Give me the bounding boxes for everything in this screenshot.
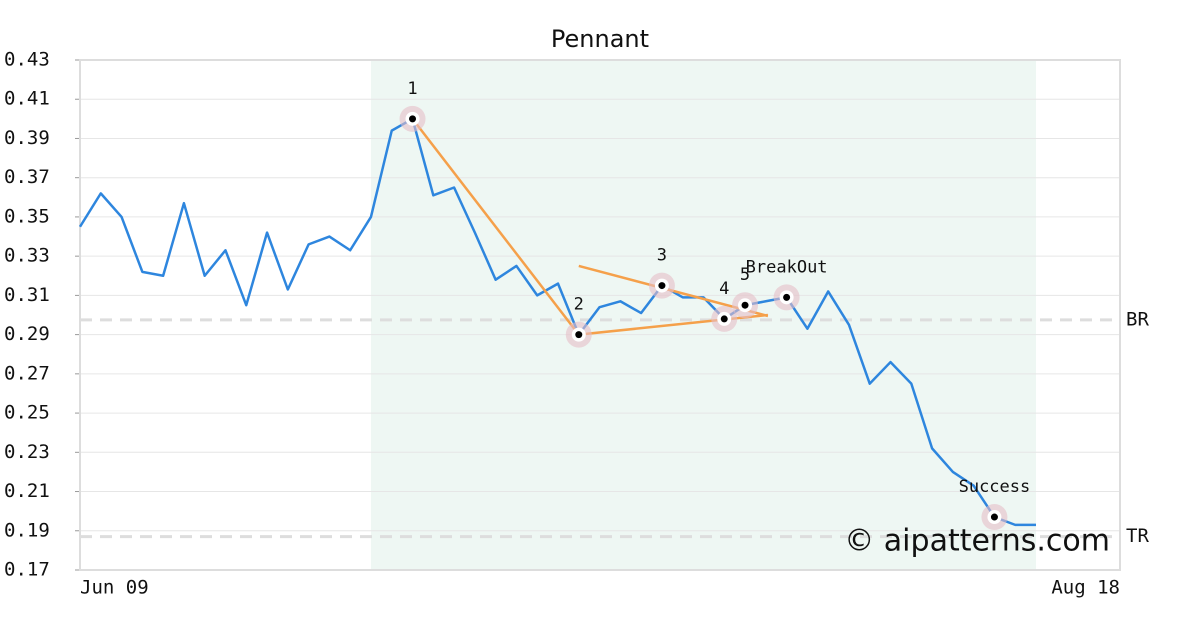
y-tick-label: 0.41 <box>4 88 50 110</box>
y-tick-label: 0.39 <box>4 127 50 149</box>
y-tick-label: 0.31 <box>4 284 50 306</box>
annotation-label: Success <box>959 477 1031 497</box>
annotation-dot <box>409 115 417 123</box>
annotation-label: 5 <box>740 265 750 285</box>
y-tick-label: 0.33 <box>4 245 50 267</box>
annotation-label: BreakOut <box>746 257 828 277</box>
y-tick-label: 0.23 <box>4 441 50 463</box>
y-tick-label: 0.17 <box>4 559 50 581</box>
annotation-label: 3 <box>657 246 667 266</box>
annotation-dot <box>658 282 666 290</box>
annotation-dot <box>783 293 791 301</box>
highlight-band <box>370 60 1036 570</box>
annotation-label: 4 <box>719 279 729 299</box>
y-tick-label: 0.27 <box>4 362 50 384</box>
x-tick-label: Aug 18 <box>1051 577 1120 599</box>
annotation-dot <box>990 513 998 521</box>
plot-frame <box>79 59 1121 571</box>
annotation-dot <box>741 301 749 309</box>
trendline <box>411 118 580 336</box>
y-tick-label: 0.19 <box>4 519 50 541</box>
y-tick-label: 0.35 <box>4 205 50 227</box>
x-tick-label: Jun 09 <box>80 577 149 599</box>
reference-label: TR <box>1126 525 1149 547</box>
series-line <box>78 117 1036 527</box>
reference-label: BR <box>1126 308 1149 330</box>
background-layer <box>80 59 1120 571</box>
annotation-dot <box>720 315 728 323</box>
y-tick-label: 0.29 <box>4 323 50 345</box>
annotation-label: 1 <box>407 79 417 99</box>
y-tick-label: 0.25 <box>4 402 50 424</box>
annotation-label: 2 <box>574 295 584 315</box>
y-tick-label: 0.37 <box>4 166 50 188</box>
watermark: © aipatterns.com <box>844 524 1110 559</box>
annotation-dot <box>575 331 583 339</box>
chart-title: Pennant <box>551 25 649 53</box>
y-tick-label: 0.21 <box>4 480 50 502</box>
y-tick-label: 0.43 <box>4 49 50 71</box>
